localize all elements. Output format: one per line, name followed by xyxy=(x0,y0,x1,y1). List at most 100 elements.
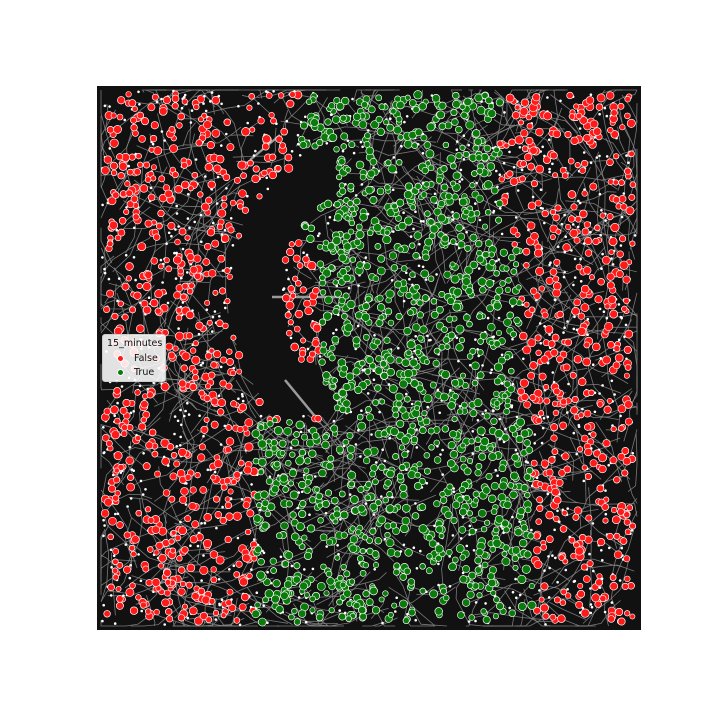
intersection-node xyxy=(360,409,363,413)
unreachable-point xyxy=(577,582,584,589)
intersection-node xyxy=(337,552,340,556)
intersection-node xyxy=(326,222,330,225)
road-segment xyxy=(408,377,481,395)
unreachable-point xyxy=(580,284,590,294)
unreachable-point xyxy=(110,169,118,176)
intersection-node xyxy=(556,509,559,513)
intersection-node xyxy=(238,623,242,627)
unreachable-point xyxy=(537,481,543,487)
unreachable-point xyxy=(127,474,135,481)
road-segment xyxy=(420,314,464,352)
unreachable-point xyxy=(131,535,140,544)
road-segment xyxy=(613,101,631,191)
road-segment xyxy=(621,429,638,478)
unreachable-point xyxy=(281,256,290,264)
road-segment xyxy=(275,452,299,492)
road-segment xyxy=(337,123,360,148)
intersection-node xyxy=(112,554,116,558)
intersection-node xyxy=(554,556,557,560)
unreachable-point xyxy=(173,460,180,468)
intersection-node xyxy=(215,202,219,205)
unreachable-point xyxy=(582,357,592,367)
unreachable-point xyxy=(566,91,574,100)
unreachable-point xyxy=(623,511,631,519)
road-segment xyxy=(459,167,485,285)
intersection-node xyxy=(477,267,481,270)
intersection-node xyxy=(543,221,546,225)
intersection-node xyxy=(101,256,104,259)
road-segment xyxy=(320,525,368,535)
intersection-node xyxy=(412,546,416,549)
unreachable-point xyxy=(169,144,178,153)
intersection-node xyxy=(262,604,266,608)
unreachable-points[interactable] xyxy=(100,90,637,626)
intersection-node xyxy=(176,419,180,423)
intersection-node xyxy=(381,448,385,452)
unreachable-point xyxy=(581,464,588,471)
unreachable-point xyxy=(551,400,558,407)
unreachable-point xyxy=(160,382,170,392)
unreachable-point xyxy=(184,234,191,241)
road-segment xyxy=(235,379,257,419)
unreachable-point xyxy=(530,180,538,188)
intersection-node xyxy=(539,188,543,191)
unreachable-point xyxy=(580,608,590,618)
unreachable-point xyxy=(187,185,194,192)
unreachable-point xyxy=(195,321,204,330)
unreachable-point xyxy=(584,249,593,257)
intersection-node xyxy=(335,328,338,332)
unreachable-point xyxy=(541,311,549,319)
road-segment xyxy=(582,560,629,624)
unreachable-point xyxy=(180,580,187,587)
unreachable-point xyxy=(249,126,256,133)
road-segment xyxy=(100,227,113,264)
road-segment xyxy=(413,100,475,151)
intersection-node xyxy=(199,213,203,217)
unreachable-point xyxy=(559,421,568,430)
unreachable-point xyxy=(570,136,579,145)
unreachable-point xyxy=(565,224,572,231)
intersection-node xyxy=(600,209,603,212)
unreachable-point xyxy=(163,568,172,577)
unreachable-point xyxy=(144,270,153,279)
road-segment xyxy=(538,359,542,415)
intersection-node xyxy=(179,408,182,412)
intersection-node xyxy=(213,310,217,313)
road-segment xyxy=(316,588,374,605)
intersection-node xyxy=(383,537,387,541)
intersection-node xyxy=(163,139,166,142)
intersection-node xyxy=(305,253,309,257)
reachable-point xyxy=(316,582,326,591)
unreachable-point xyxy=(142,305,152,315)
unreachable-point xyxy=(136,324,145,333)
intersection-node xyxy=(619,244,623,247)
road-segment xyxy=(235,429,245,474)
unreachable-point xyxy=(171,94,180,103)
intersection-node xyxy=(541,426,545,430)
unreachable-point xyxy=(125,262,134,271)
intersection-node xyxy=(610,379,614,383)
road-segment xyxy=(193,126,242,145)
unreachable-point xyxy=(548,456,556,464)
road-segment xyxy=(569,436,602,480)
road-segment xyxy=(100,590,129,602)
unreachable-point xyxy=(199,486,207,494)
intersection-node xyxy=(221,269,225,272)
intersection-node xyxy=(573,276,577,279)
unreachable-point xyxy=(142,281,152,291)
unreachable-point xyxy=(294,239,303,247)
unreachable-point xyxy=(219,516,227,525)
unreachable-point xyxy=(286,329,293,337)
road-segment xyxy=(468,89,478,132)
unreachable-point xyxy=(567,190,577,199)
unreachable-point xyxy=(302,255,310,263)
intersection-node xyxy=(511,515,514,519)
intersection-node xyxy=(496,474,499,478)
unreachable-point xyxy=(584,472,592,480)
intersection-node xyxy=(600,267,603,270)
unreachable-point xyxy=(582,266,592,275)
intersection-node xyxy=(502,161,506,165)
road-segment xyxy=(527,310,586,336)
unreachable-point xyxy=(164,189,173,199)
